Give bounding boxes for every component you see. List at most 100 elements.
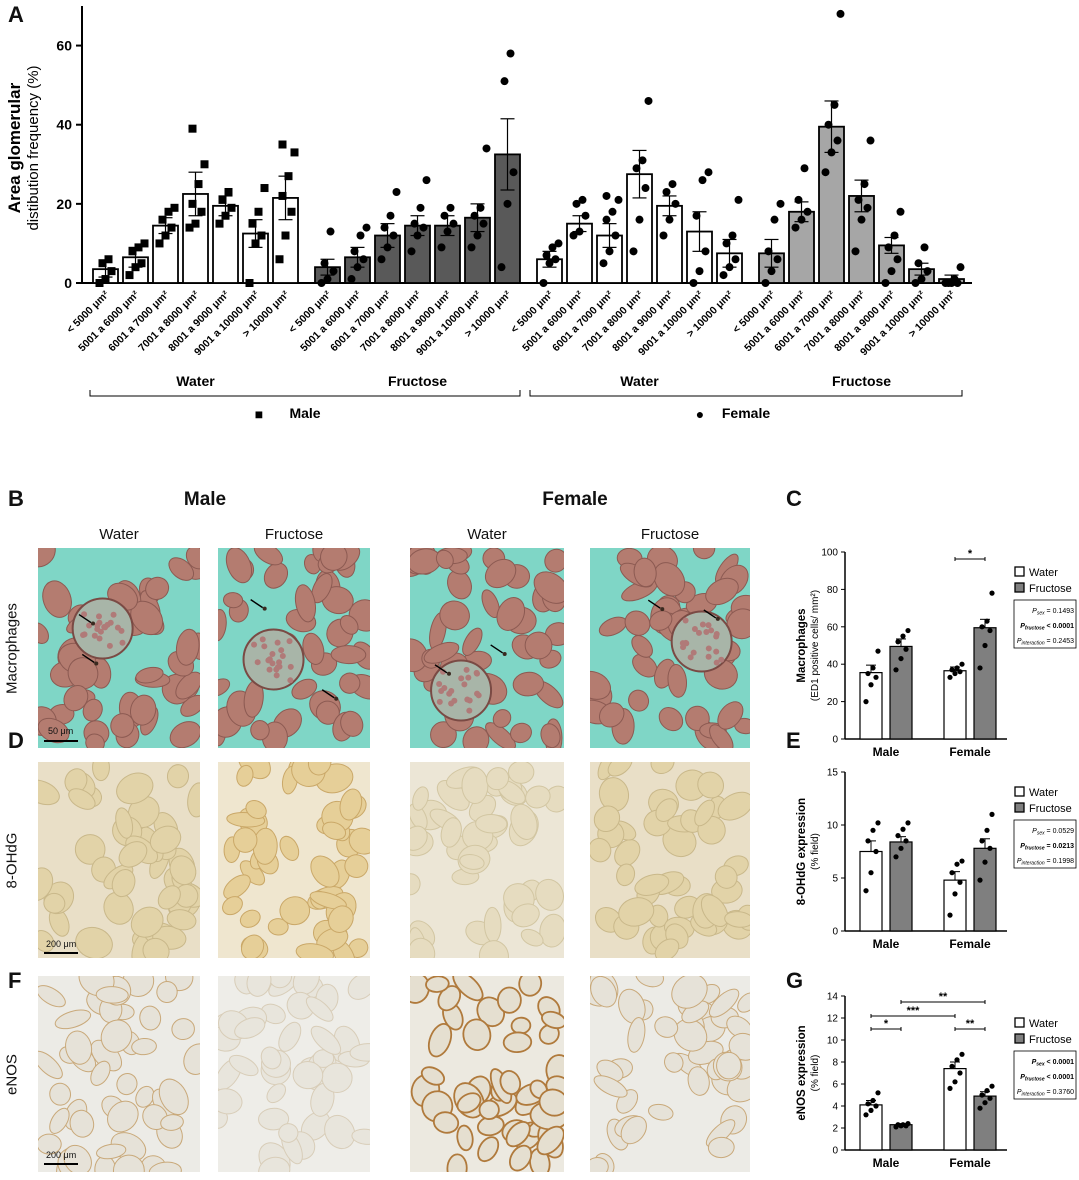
a-point	[776, 199, 785, 208]
a-point	[578, 195, 587, 204]
a-point	[104, 255, 113, 264]
micrograph-enos-female-water	[410, 976, 564, 1172]
glomerulus-cell	[439, 668, 446, 675]
tubule-shape	[157, 885, 181, 910]
a-point	[500, 77, 509, 86]
tubule-shape	[130, 906, 164, 938]
tubule-shape	[310, 1025, 342, 1055]
tubule-shape	[131, 1037, 157, 1056]
a-point	[794, 195, 803, 204]
a-point	[290, 148, 299, 157]
tubule-shape	[158, 1078, 189, 1116]
c-point	[870, 665, 876, 671]
g-stat-line: Psex < 0.0001	[1032, 1059, 1075, 1068]
glomerulus-cell	[110, 611, 117, 618]
a-ylabel-main: Area glomerular	[5, 82, 24, 213]
g-point	[984, 1088, 990, 1094]
tubule-shape	[510, 722, 532, 744]
e-stats-box	[1013, 819, 1077, 869]
macrophage-cell	[90, 621, 95, 626]
a-point	[218, 195, 227, 204]
tubule-shape	[294, 584, 317, 623]
tubule-shape	[115, 807, 134, 839]
glomerulus-cell	[287, 663, 294, 670]
a-point	[278, 140, 287, 149]
a-point	[446, 203, 455, 212]
e-ytick-label: 10	[827, 821, 839, 832]
tubule-shape	[218, 1088, 243, 1115]
tubule-shape	[339, 672, 361, 694]
tubule-shape	[168, 557, 195, 581]
arrow-marker	[81, 653, 95, 664]
a-point	[554, 239, 563, 248]
a-ytick-label: 40	[56, 117, 72, 133]
a-ytick-label: 60	[56, 38, 72, 54]
e-ylabel-sub: (% field)	[810, 833, 821, 870]
glomerulus-cell	[261, 643, 268, 650]
row-label-enos: eNOS	[3, 1054, 21, 1095]
e-point	[987, 845, 993, 851]
col-header-female-fructose: Fructose	[640, 526, 700, 543]
a-point	[833, 136, 842, 145]
tubule-shape	[539, 913, 564, 948]
tubule-shape	[330, 645, 367, 665]
tubule-shape	[68, 788, 96, 810]
e-legend-swatch-water	[1014, 786, 1025, 797]
glomerulus-cell	[259, 636, 266, 643]
tubule-shape	[49, 1107, 70, 1134]
a-point	[662, 187, 671, 196]
a-point	[911, 279, 920, 287]
e-point	[977, 877, 983, 883]
glomerulus-cell	[80, 632, 87, 639]
tubule-shape	[103, 891, 134, 925]
tubule-shape	[635, 976, 664, 988]
c-point	[903, 646, 909, 652]
a-point	[140, 239, 149, 248]
a-point	[194, 180, 203, 189]
glomerulus-cell	[94, 626, 101, 633]
tubule-shape	[499, 1070, 522, 1095]
a-point	[611, 231, 620, 240]
g-point	[947, 1085, 953, 1091]
a-point	[137, 259, 146, 268]
tubule-shape	[664, 1052, 684, 1073]
a-point	[698, 176, 707, 185]
g-point	[870, 1097, 876, 1104]
tubule-shape	[633, 557, 657, 588]
tubule-shape	[627, 1017, 646, 1053]
tubule-shape	[425, 976, 450, 993]
g-stat-line: Pfructose < 0.0001	[1020, 1074, 1074, 1083]
tubule-shape	[410, 638, 428, 673]
a-point	[134, 243, 143, 252]
scalebar-label-enos: 200 μm	[46, 1150, 77, 1160]
tubule-shape	[412, 786, 429, 811]
g-point	[954, 1057, 960, 1063]
tubule-shape	[234, 1017, 266, 1039]
glomerulus-cell	[475, 692, 482, 699]
e-ytick-label: 5	[832, 874, 838, 885]
a-point	[347, 275, 356, 284]
panel-label-b: B	[8, 486, 24, 511]
a-point	[377, 255, 386, 264]
a-point	[734, 195, 743, 204]
tubule-shape	[339, 614, 359, 635]
a-point	[131, 263, 140, 272]
tubule-shape	[653, 562, 686, 597]
glomerulus-cell	[474, 670, 481, 677]
a-point	[413, 231, 422, 240]
tubule-shape	[440, 817, 462, 848]
a-point	[701, 247, 710, 256]
tubule-shape	[607, 762, 633, 777]
c-point	[989, 590, 995, 596]
g-ytick-label: 10	[827, 1036, 839, 1047]
a-point	[728, 231, 737, 240]
micrograph-enos-female-fructose	[590, 976, 750, 1172]
tubule-shape	[667, 664, 688, 698]
tubule-shape	[246, 976, 272, 997]
e-point	[949, 870, 955, 876]
c-point	[900, 633, 906, 639]
tubule-shape	[349, 1043, 370, 1062]
a-point	[440, 211, 449, 220]
c-point	[957, 669, 963, 675]
micrograph-macrophages-female-water	[410, 548, 564, 748]
